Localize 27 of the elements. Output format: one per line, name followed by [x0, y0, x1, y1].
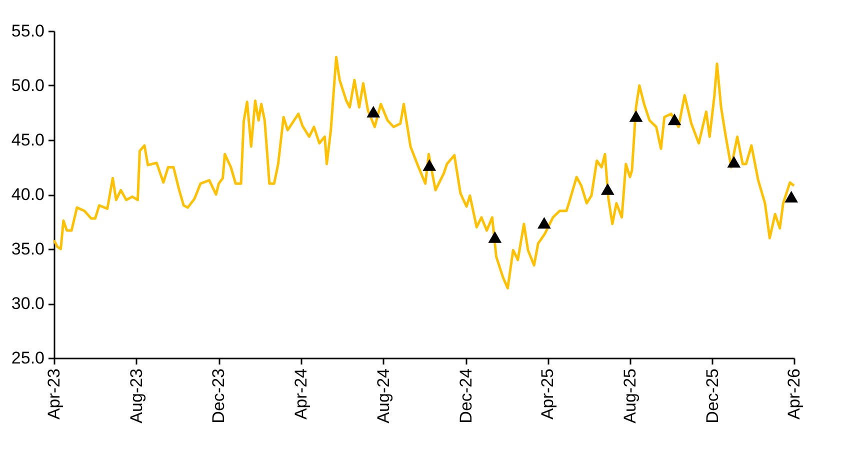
- point: [600, 183, 614, 195]
- y-tick-label: 25.0: [11, 348, 44, 368]
- point: [488, 231, 502, 243]
- y-tick-label: 45.0: [11, 130, 44, 150]
- x-tick-label: Aug-25: [620, 368, 640, 424]
- x-tick-label: Apr-25: [538, 368, 558, 420]
- point: [366, 106, 380, 118]
- x-tick-label: Aug-23: [126, 368, 146, 424]
- x-tick-label: Dec-23: [209, 368, 228, 424]
- point: [422, 159, 436, 171]
- x-tick-label: Aug-24: [374, 368, 393, 424]
- x-tick-label: Apr-24: [292, 368, 311, 420]
- y-tick-label: 35.0: [11, 240, 44, 258]
- point: [629, 110, 643, 122]
- y-tick-label: 30.0: [11, 294, 44, 313]
- y-tick-label: 50.0: [11, 76, 44, 95]
- point: [727, 156, 741, 168]
- x-tick-label: Apr-26: [784, 368, 804, 420]
- x-tick-label: Apr-23: [44, 368, 64, 420]
- y-tick-label: 55.0: [11, 22, 44, 40]
- point: [537, 217, 551, 229]
- point: [668, 113, 682, 126]
- y-tick-label: 40.0: [11, 185, 44, 204]
- line-series: [52, 56, 796, 290]
- point: [784, 190, 798, 202]
- x-tick-label: Dec-25: [702, 368, 722, 424]
- x-tick-label: Dec-24: [456, 368, 476, 424]
